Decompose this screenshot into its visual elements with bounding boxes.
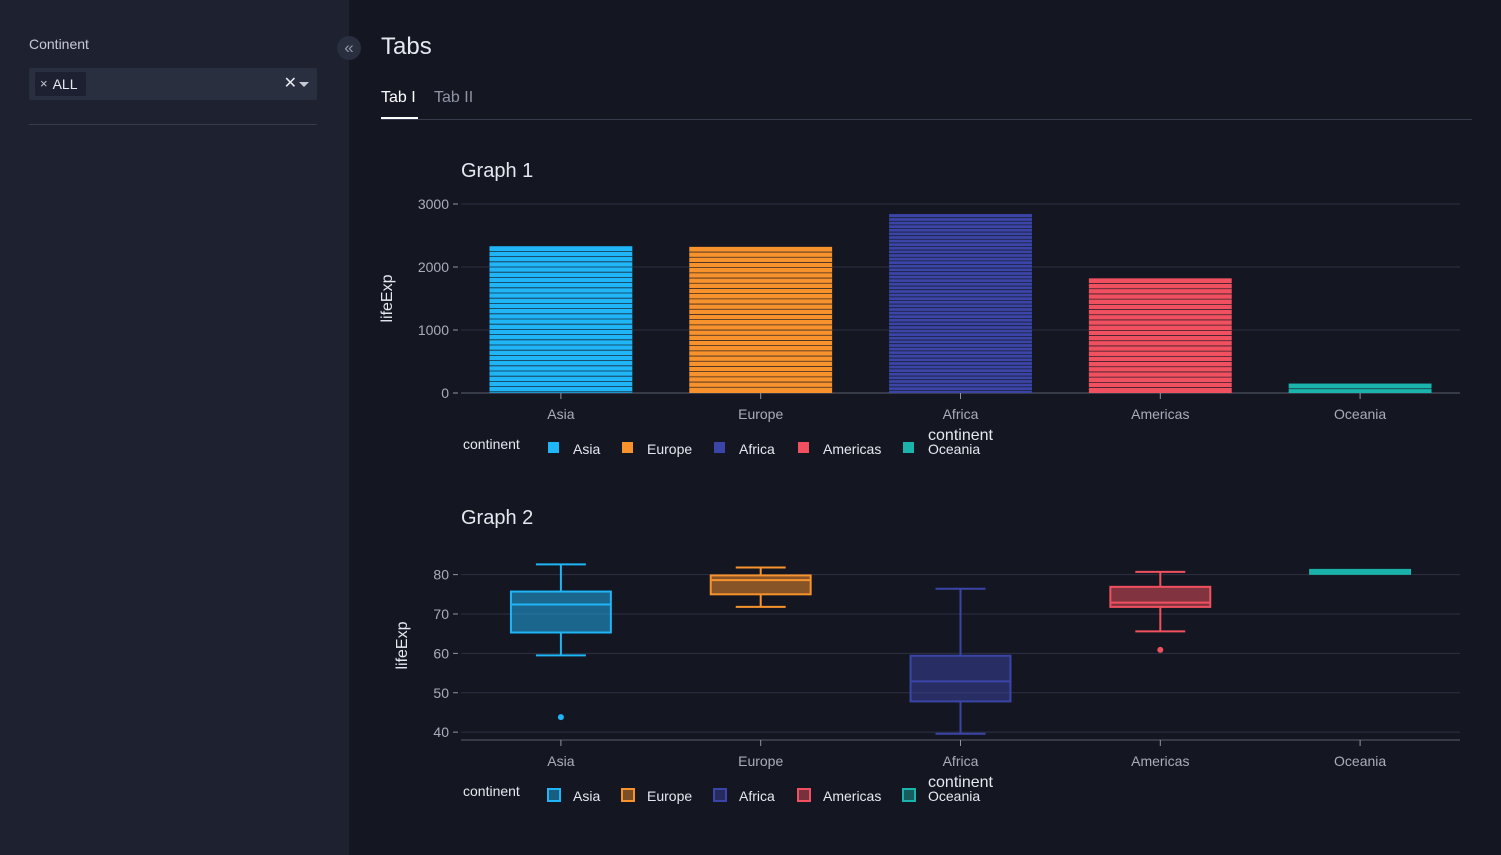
legend-swatch-americas <box>798 442 809 453</box>
outlier-asia <box>557 714 564 721</box>
legend-swatch-africa <box>713 788 727 802</box>
y-tick-label: 50 <box>433 685 449 701</box>
page-title: Tabs <box>381 33 432 60</box>
collapse-sidebar-button[interactable]: « <box>337 36 361 60</box>
legend-label-oceania: Oceania <box>928 788 980 804</box>
graph-1-title: Graph 1 <box>461 160 534 182</box>
x-tick-label: Asia <box>547 753 574 769</box>
legend-label-africa: Africa <box>739 441 775 457</box>
y-tick-label: 70 <box>433 606 449 622</box>
clear-selection-icon[interactable]: ✕ <box>283 75 297 92</box>
legend-swatch-asia <box>548 442 559 453</box>
chevron-down-icon[interactable] <box>299 82 309 87</box>
legend-label-europe: Europe <box>647 441 692 457</box>
outlier-americas <box>1157 646 1164 653</box>
legend-label-asia: Asia <box>573 441 600 457</box>
x-axis-title: continent <box>928 774 993 791</box>
sidebar: Continent × ALL ✕ <box>0 0 349 855</box>
legend-swatch-oceania <box>902 788 916 802</box>
sidebar-divider <box>29 124 317 125</box>
active-tab-indicator <box>381 117 418 119</box>
x-tick-label: Africa <box>943 753 979 769</box>
continent-filter-label: Continent <box>29 36 89 52</box>
x-tick-label: Americas <box>1131 406 1189 422</box>
tab-2[interactable]: Tab II <box>434 89 474 106</box>
x-tick-label: Americas <box>1131 753 1189 769</box>
box-asia <box>509 590 612 634</box>
x-axis-title: continent <box>928 427 993 444</box>
x-tick-label: Oceania <box>1334 406 1386 422</box>
y-axis-title: lifeExp <box>379 274 396 322</box>
legend-label-oceania: Oceania <box>928 441 980 457</box>
legend-label-americas: Americas <box>823 441 881 457</box>
legend-title: continent <box>463 783 520 799</box>
selected-chip-all: × ALL <box>35 72 86 96</box>
y-tick-label: 60 <box>433 645 449 661</box>
box-americas <box>1109 585 1212 608</box>
tab-1[interactable]: Tab I <box>381 89 416 106</box>
bar-oceania <box>1288 383 1432 393</box>
x-tick-label: Oceania <box>1334 753 1386 769</box>
chip-label: ALL <box>52 76 78 92</box>
bar-africa <box>889 214 1032 393</box>
legend-label-europe: Europe <box>647 788 692 804</box>
chip-remove-icon[interactable]: × <box>40 76 48 91</box>
box-africa <box>909 654 1012 703</box>
y-axis-title: lifeExp <box>394 621 411 669</box>
y-tick-label: 2000 <box>418 259 449 275</box>
legend-title: continent <box>463 436 520 452</box>
y-tick-label: 80 <box>433 567 449 583</box>
legend-swatch-oceania <box>903 442 914 453</box>
x-tick-label: Europe <box>738 406 783 422</box>
y-tick-label: 0 <box>441 385 449 401</box>
x-tick-label: Europe <box>738 753 783 769</box>
continent-dropdown[interactable]: × ALL ✕ <box>29 68 317 100</box>
tabs-divider <box>381 119 1472 120</box>
y-tick-label: 3000 <box>418 196 449 212</box>
bar-asia <box>489 246 633 393</box>
box-europe <box>709 574 812 596</box>
y-tick-label: 1000 <box>418 322 449 338</box>
legend-swatch-africa <box>714 442 725 453</box>
legend-label-africa: Africa <box>739 788 775 804</box>
x-tick-label: Africa <box>943 406 979 422</box>
legend-swatch-americas <box>797 788 811 802</box>
x-tick-label: Asia <box>547 406 574 422</box>
graph-2-title: Graph 2 <box>461 507 534 529</box>
legend-swatch-europe <box>621 788 635 802</box>
legend-label-asia: Asia <box>573 788 600 804</box>
y-tick-label: 40 <box>433 724 449 740</box>
legend-swatch-europe <box>622 442 633 453</box>
legend-swatch-asia <box>547 788 561 802</box>
legend-label-americas: Americas <box>823 788 881 804</box>
